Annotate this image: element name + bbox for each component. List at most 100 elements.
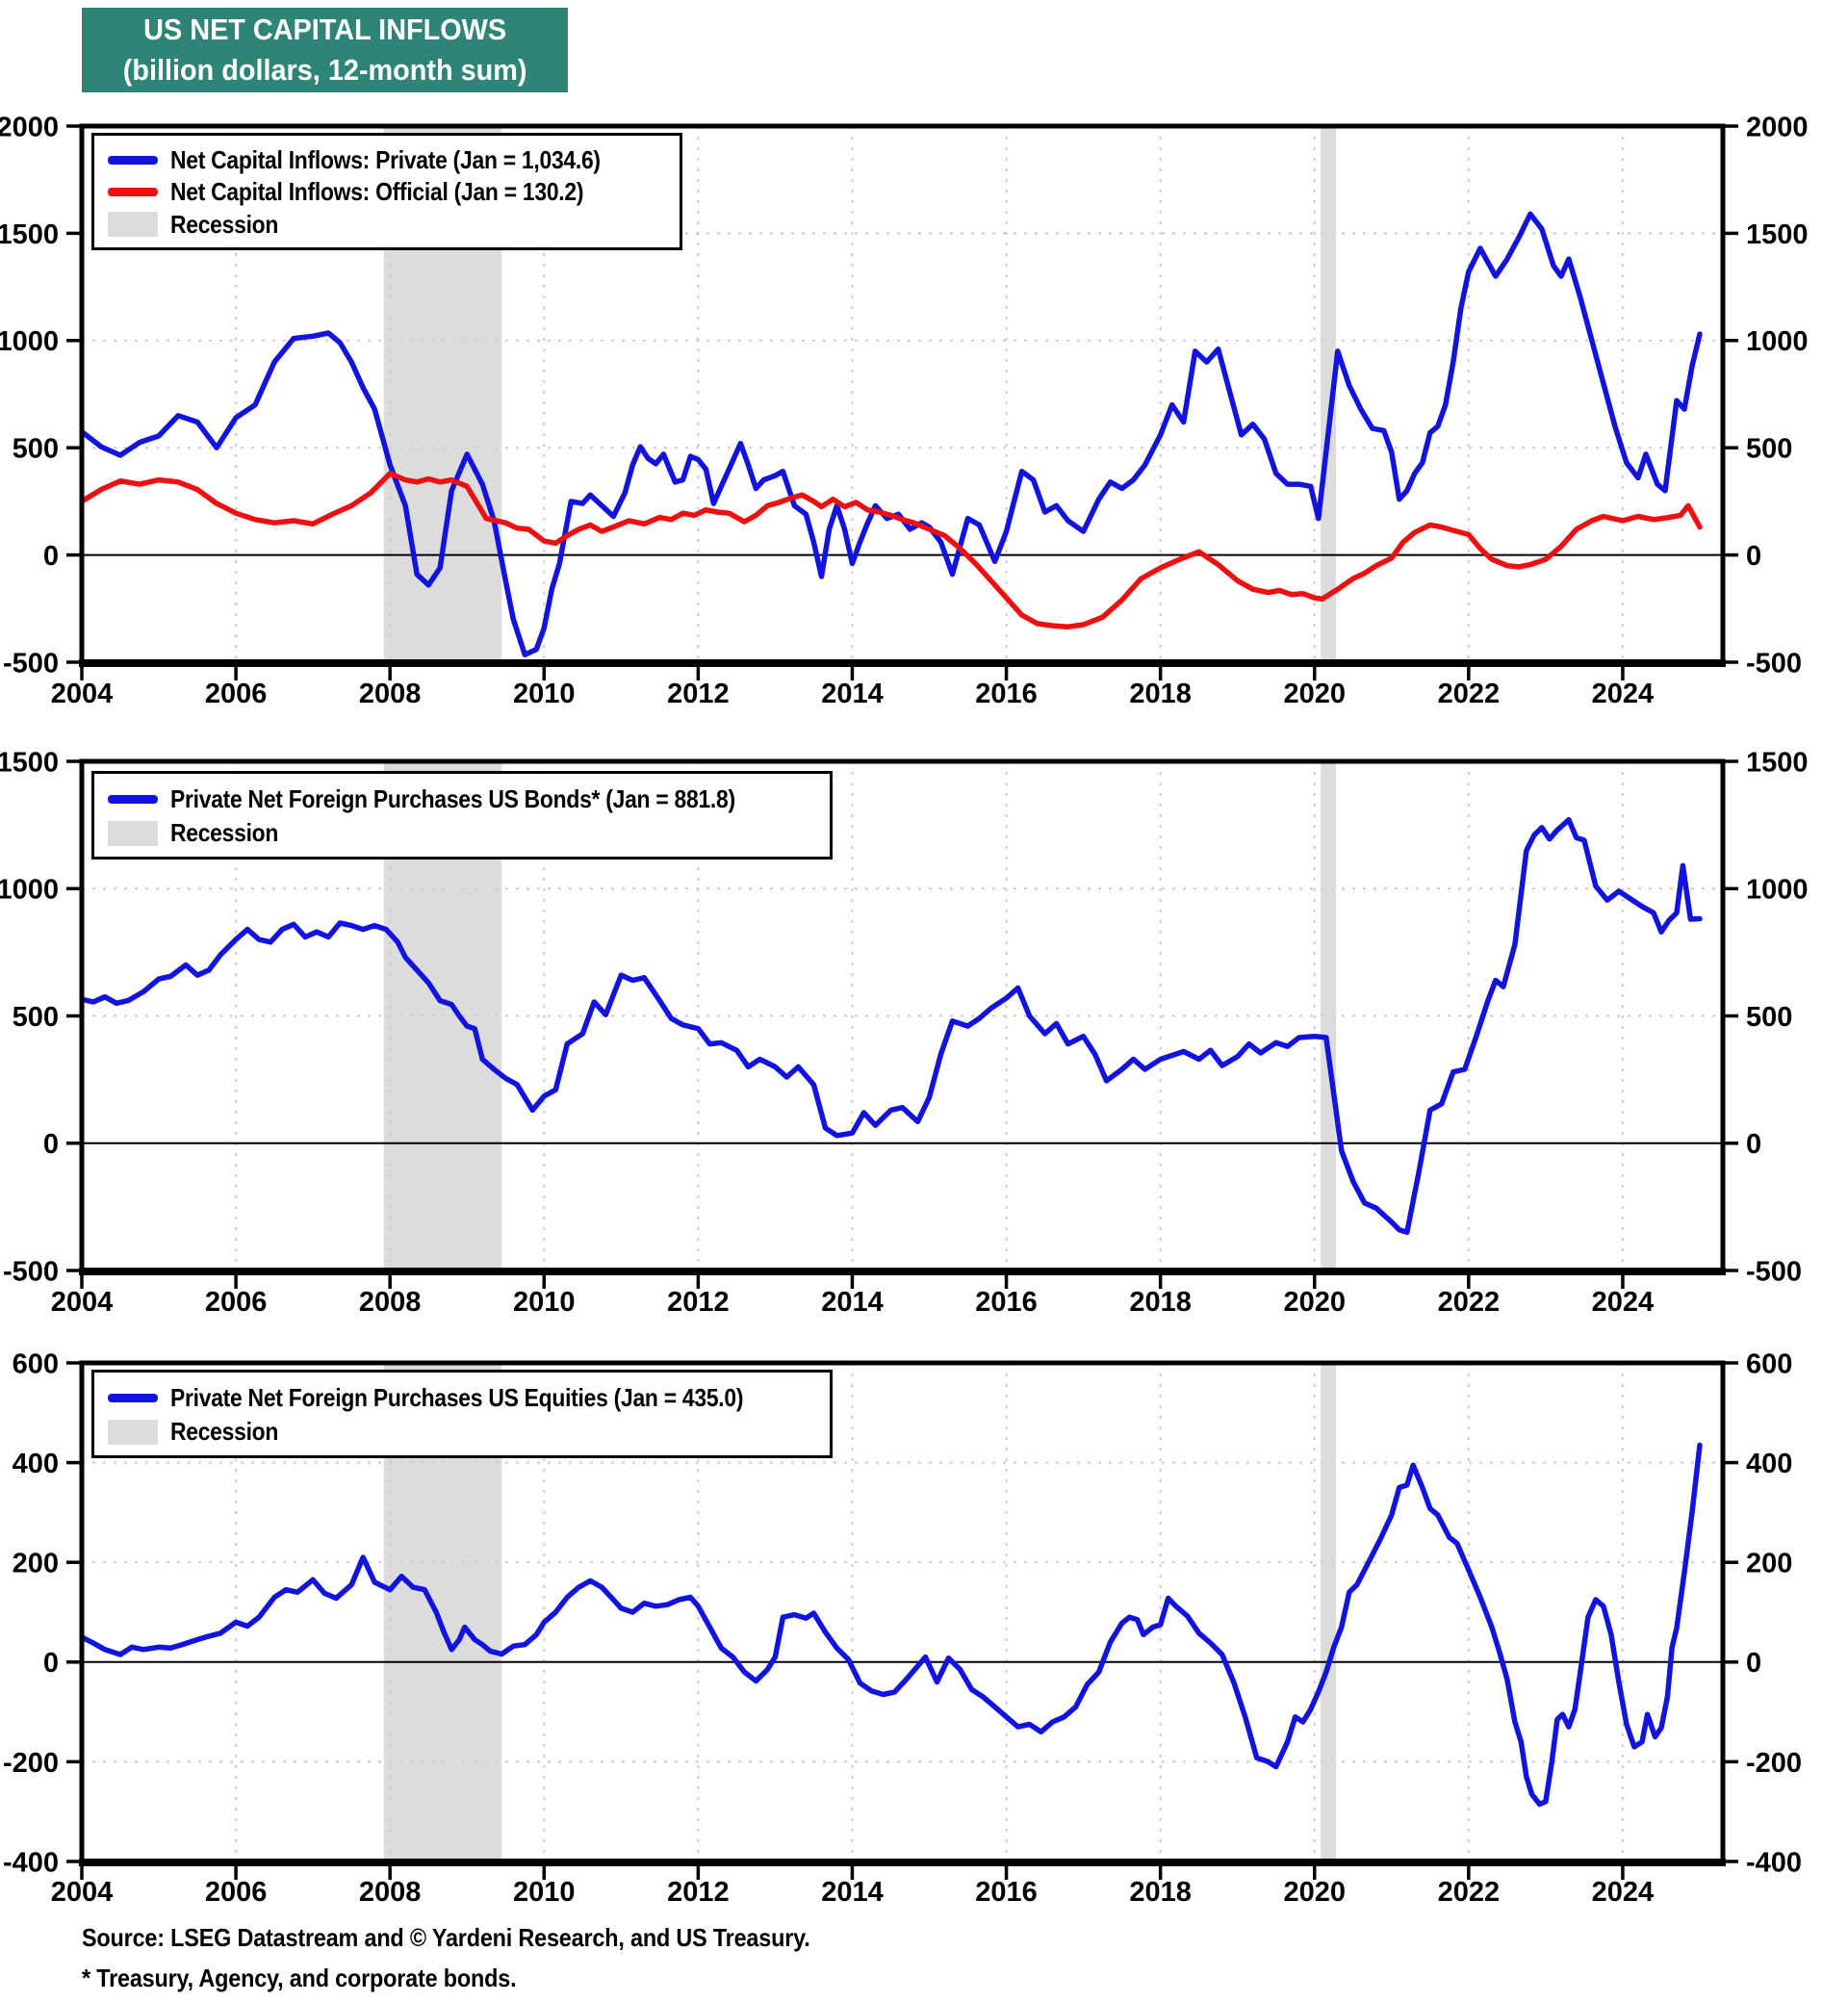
x-tick-label: 2020 <box>1283 1287 1346 1318</box>
official-line-swatch <box>108 188 158 197</box>
x-tick-label: 2004 <box>51 1287 114 1318</box>
series-line-bonds <box>82 817 1703 1236</box>
private-line-swatch <box>108 156 158 166</box>
x-tick-label: 2016 <box>975 1877 1038 1908</box>
y-tick-label: 1000 <box>1746 875 1809 906</box>
y-tick-label: 0 <box>43 1648 59 1679</box>
legend-label-official: Net Capital Inflows: Official (Jan = 130… <box>170 177 584 207</box>
chart-title-box: US NET CAPITAL INFLOWS (billion dollars,… <box>82 8 568 92</box>
x-tick-label: 2016 <box>975 679 1038 709</box>
x-tick-label: 2022 <box>1438 1877 1501 1908</box>
x-tick-label: 2008 <box>359 679 422 709</box>
legend-item-recession: Recession <box>108 209 670 241</box>
chart-subtitle: (billion dollars, 12-month sum) <box>122 53 527 87</box>
y-tick-label: 600 <box>1746 1348 1792 1379</box>
chart-title: US NET CAPITAL INFLOWS <box>143 13 506 46</box>
y-tick-label: 600 <box>13 1348 59 1379</box>
y-tick-label: 1500 <box>1746 219 1809 250</box>
x-tick-label: 2006 <box>205 1287 268 1318</box>
recession-band <box>1321 1363 1337 1861</box>
y-tick-label: 400 <box>13 1449 59 1479</box>
y-tick-label: -500 <box>1746 648 1802 679</box>
x-tick-label: 2004 <box>51 679 114 709</box>
x-tick-label: 2020 <box>1283 679 1346 709</box>
x-tick-label: 2020 <box>1283 1877 1346 1908</box>
y-tick-label: -400 <box>3 1847 59 1878</box>
legend-item-recession: Recession <box>108 817 820 850</box>
x-tick-label: 2018 <box>1129 679 1192 709</box>
x-tick-label: 2006 <box>205 1877 268 1908</box>
series-line-official <box>82 471 1703 629</box>
y-tick-label: 2000 <box>1746 112 1809 142</box>
x-tick-label: 2018 <box>1129 1877 1192 1908</box>
x-tick-label: 2022 <box>1438 679 1501 709</box>
x-tick-label: 2008 <box>359 1877 422 1908</box>
bonds-line-swatch <box>108 795 158 804</box>
y-tick-label: -500 <box>3 648 59 679</box>
legend-label-recession: Recession <box>170 1417 279 1446</box>
legend-item-recession: Recession <box>108 1416 820 1449</box>
legend-top-panel: Net Capital Inflows: Private (Jan = 1,03… <box>91 133 682 250</box>
y-tick-label: 1000 <box>1746 326 1809 357</box>
equities-line-swatch <box>108 1394 158 1402</box>
y-tick-label: 0 <box>43 541 59 572</box>
series-line-private <box>82 211 1703 657</box>
legend-label-equities: Private Net Foreign Purchases US Equitie… <box>170 1383 744 1412</box>
source-note: Source: LSEG Datastream and © Yardeni Re… <box>82 1923 810 1952</box>
x-tick-label: 2018 <box>1129 1287 1192 1318</box>
y-tick-label: -200 <box>1746 1748 1802 1779</box>
x-tick-label: 2006 <box>205 679 268 709</box>
footnote: * Treasury, Agency, and corporate bonds. <box>82 1964 517 1992</box>
recession-band <box>1321 126 1337 662</box>
y-tick-label: -500 <box>1746 1256 1802 1287</box>
series-line-equities <box>82 1442 1703 1808</box>
legend-middle-panel: Private Net Foreign Purchases US Bonds* … <box>91 771 833 860</box>
y-tick-label: 0 <box>43 1129 59 1160</box>
y-tick-label: 500 <box>1746 434 1792 465</box>
y-tick-label: 1500 <box>0 747 59 778</box>
legend-item-equities: Private Net Foreign Purchases US Equitie… <box>108 1382 820 1415</box>
recession-swatch <box>108 1419 158 1445</box>
x-tick-label: 2012 <box>667 1287 730 1318</box>
legend-item-bonds: Private Net Foreign Purchases US Bonds* … <box>108 783 820 816</box>
y-tick-label: 0 <box>1746 1648 1761 1679</box>
y-tick-label: 1000 <box>0 875 59 906</box>
y-tick-label: 0 <box>1746 541 1761 572</box>
x-tick-label: 2010 <box>513 1287 576 1318</box>
x-tick-label: 2010 <box>513 679 576 709</box>
x-tick-label: 2008 <box>359 1287 422 1318</box>
x-tick-label: 2024 <box>1592 679 1655 709</box>
x-tick-label: 2016 <box>975 1287 1038 1318</box>
legend-item-official: Net Capital Inflows: Official (Jan = 130… <box>108 176 670 208</box>
y-tick-label: 500 <box>13 434 59 465</box>
recession-swatch <box>108 212 158 238</box>
x-tick-label: 2024 <box>1592 1877 1655 1908</box>
y-tick-label: 500 <box>13 1002 59 1033</box>
x-tick-label: 2012 <box>667 1877 730 1908</box>
y-tick-label: 200 <box>13 1549 59 1579</box>
x-tick-label: 2014 <box>821 1877 884 1908</box>
y-tick-label: 1000 <box>0 326 59 357</box>
y-tick-label: 0 <box>1746 1129 1761 1160</box>
legend-label-private: Net Capital Inflows: Private (Jan = 1,03… <box>170 145 601 175</box>
y-tick-label: 2000 <box>0 112 59 142</box>
y-tick-label: 500 <box>1746 1002 1792 1033</box>
x-tick-label: 2024 <box>1592 1287 1655 1318</box>
legend-bottom-panel: Private Net Foreign Purchases US Equitie… <box>91 1370 833 1458</box>
recession-swatch <box>108 820 158 846</box>
x-tick-label: 2014 <box>821 1287 884 1318</box>
y-tick-label: 1500 <box>0 219 59 250</box>
y-tick-label: 1500 <box>1746 747 1809 778</box>
x-tick-label: 2010 <box>513 1877 576 1908</box>
y-tick-label: -400 <box>1746 1847 1802 1878</box>
x-tick-label: 2022 <box>1438 1287 1501 1318</box>
legend-item-private: Net Capital Inflows: Private (Jan = 1,03… <box>108 144 670 176</box>
x-tick-label: 2014 <box>821 679 884 709</box>
y-tick-label: -200 <box>3 1748 59 1779</box>
y-tick-label: 400 <box>1746 1449 1792 1479</box>
legend-label-recession: Recession <box>170 209 279 239</box>
y-tick-label: 200 <box>1746 1549 1792 1579</box>
x-tick-label: 2012 <box>667 679 730 709</box>
